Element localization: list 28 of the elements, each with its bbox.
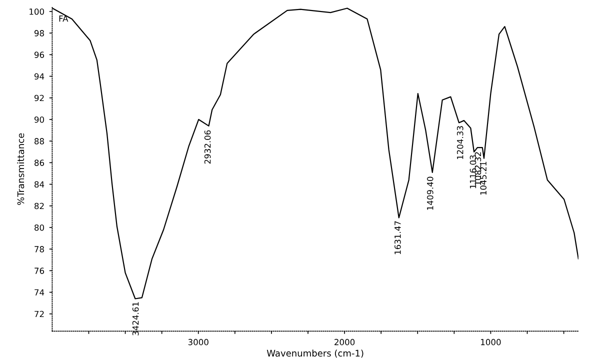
- y-tick-label: 96: [34, 52, 44, 58]
- y-tick-label: 78: [34, 246, 44, 252]
- annotation: FA: [59, 16, 68, 22]
- annotation: 1045.21: [480, 162, 487, 195]
- y-tick-label: 94: [34, 73, 44, 80]
- annotation: 1631.47: [394, 221, 401, 254]
- annotation: 1409.40: [426, 176, 434, 210]
- x-tick-label: 1000: [481, 338, 501, 346]
- x-tick-label: 3000: [188, 338, 208, 346]
- y-tick-label: 72: [34, 310, 44, 318]
- y-tick-label: 82: [34, 202, 44, 210]
- x-axis-title: Wavenumbers (cm-1): [266, 350, 364, 358]
- y-tick-label: 80: [34, 224, 44, 231]
- y-tick-label: 92: [34, 94, 44, 102]
- annotation: 3424.61: [132, 302, 139, 336]
- y-tick-label: 76: [34, 268, 44, 274]
- y-tick-label: 84: [34, 181, 44, 188]
- y-tick-label: 100: [30, 8, 44, 15]
- y-axis-title: %Transmittance: [17, 133, 24, 205]
- annotation: 1204.33: [456, 126, 464, 160]
- y-tick-label: 74: [34, 289, 44, 296]
- y-tick-label: 88: [34, 138, 44, 144]
- x-tick-label: 2000: [334, 338, 355, 346]
- annotation: 2932.06: [204, 130, 211, 164]
- y-tick-label: 98: [34, 30, 44, 36]
- y-tick-label: 86: [34, 160, 44, 166]
- annotation: 1116.03: [470, 155, 476, 188]
- y-tick-label: 90: [34, 116, 44, 123]
